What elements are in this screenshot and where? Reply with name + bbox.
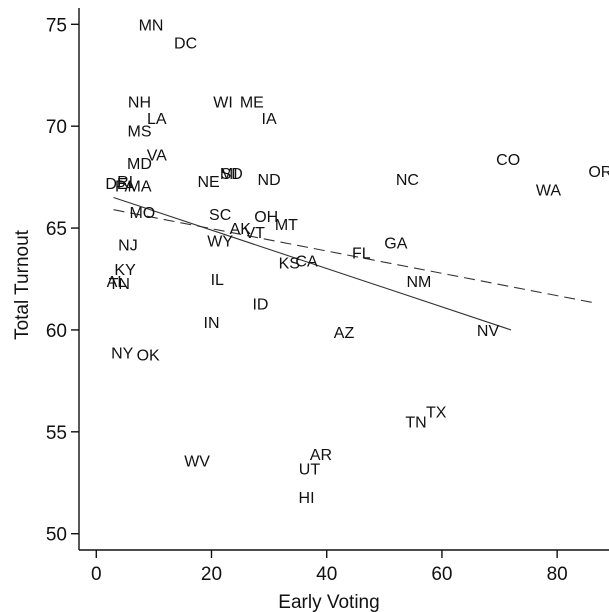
point-label: CA	[295, 254, 318, 271]
point-label: OK	[137, 347, 160, 364]
point-label: WY	[207, 233, 233, 250]
point-label: UT	[299, 461, 321, 478]
point-label: AR	[310, 447, 332, 464]
point-label: WA	[536, 182, 562, 199]
point-label: WV	[184, 453, 210, 470]
y-tick-label: 60	[46, 321, 67, 342]
point-label: HI	[299, 490, 315, 507]
point-label: MI	[220, 166, 238, 183]
fit-lines	[113, 196, 598, 331]
point-label: VT	[244, 225, 265, 242]
x-axis-title: Early Voting	[278, 592, 379, 612]
point-label: KY	[114, 262, 136, 279]
point-label: MD	[127, 156, 152, 173]
point-label: NH	[128, 95, 151, 112]
y-tick-label: 75	[46, 15, 67, 36]
x-tick-label: 60	[431, 564, 452, 585]
point-label: TN	[109, 276, 130, 293]
point-label: AZ	[334, 325, 355, 342]
dashed-fit-line	[113, 209, 598, 304]
point-label: KS	[279, 256, 300, 273]
point-label: MO	[129, 205, 155, 222]
point-label: ID	[252, 296, 268, 313]
point-label: AL	[107, 274, 127, 291]
x-tick-label: 40	[316, 564, 337, 585]
point-label: MS	[127, 123, 151, 140]
point-label: SC	[209, 207, 231, 224]
point-label: IL	[211, 272, 224, 289]
y-tick-label: 55	[46, 423, 67, 444]
y-tick-label: 50	[46, 525, 67, 546]
y-tick-label: 70	[46, 117, 67, 138]
point-label: NM	[406, 274, 431, 291]
point-label: NE	[198, 174, 220, 191]
point-label: ME	[240, 95, 264, 112]
y-tick-label: 65	[46, 219, 67, 240]
axis-ticks: 0 20 40 60 80 50 55 60 65 70 75	[46, 15, 568, 585]
point-label: DC	[174, 36, 197, 53]
point-label: TX	[426, 404, 447, 421]
point-label: VA	[147, 148, 167, 165]
plot-area	[78, 8, 609, 551]
point-label: RI	[117, 174, 133, 191]
point-label: FL	[352, 246, 371, 263]
point-label: PA	[115, 178, 135, 195]
x-tick-label: 80	[547, 564, 568, 585]
point-label: TN	[405, 415, 426, 432]
point-label: GA	[384, 235, 407, 252]
point-label: LA	[147, 111, 167, 128]
point-label: IA	[262, 111, 277, 128]
point-label: NC	[396, 172, 419, 189]
y-axis-title: Total Turnout	[12, 229, 33, 340]
point-label: ND	[258, 172, 281, 189]
point-label: MT	[275, 217, 298, 234]
point-label: AK	[230, 221, 252, 238]
point-label: CO	[496, 152, 520, 169]
x-tick-label: 20	[201, 564, 222, 585]
point-label: NV	[477, 323, 500, 340]
point-label: SD	[221, 166, 243, 183]
point-label: OR	[588, 164, 609, 181]
point-label: NJ	[118, 237, 138, 254]
point-label: NY	[111, 345, 134, 362]
x-tick-label: 0	[91, 564, 102, 585]
point-label: MA	[127, 178, 151, 195]
point-label: IN	[204, 315, 220, 332]
point-label: DE	[105, 176, 127, 193]
point-label: WI	[213, 95, 233, 112]
solid-fit-line	[113, 196, 512, 331]
point-label: OH	[254, 209, 278, 226]
point-label: MN	[139, 17, 164, 34]
